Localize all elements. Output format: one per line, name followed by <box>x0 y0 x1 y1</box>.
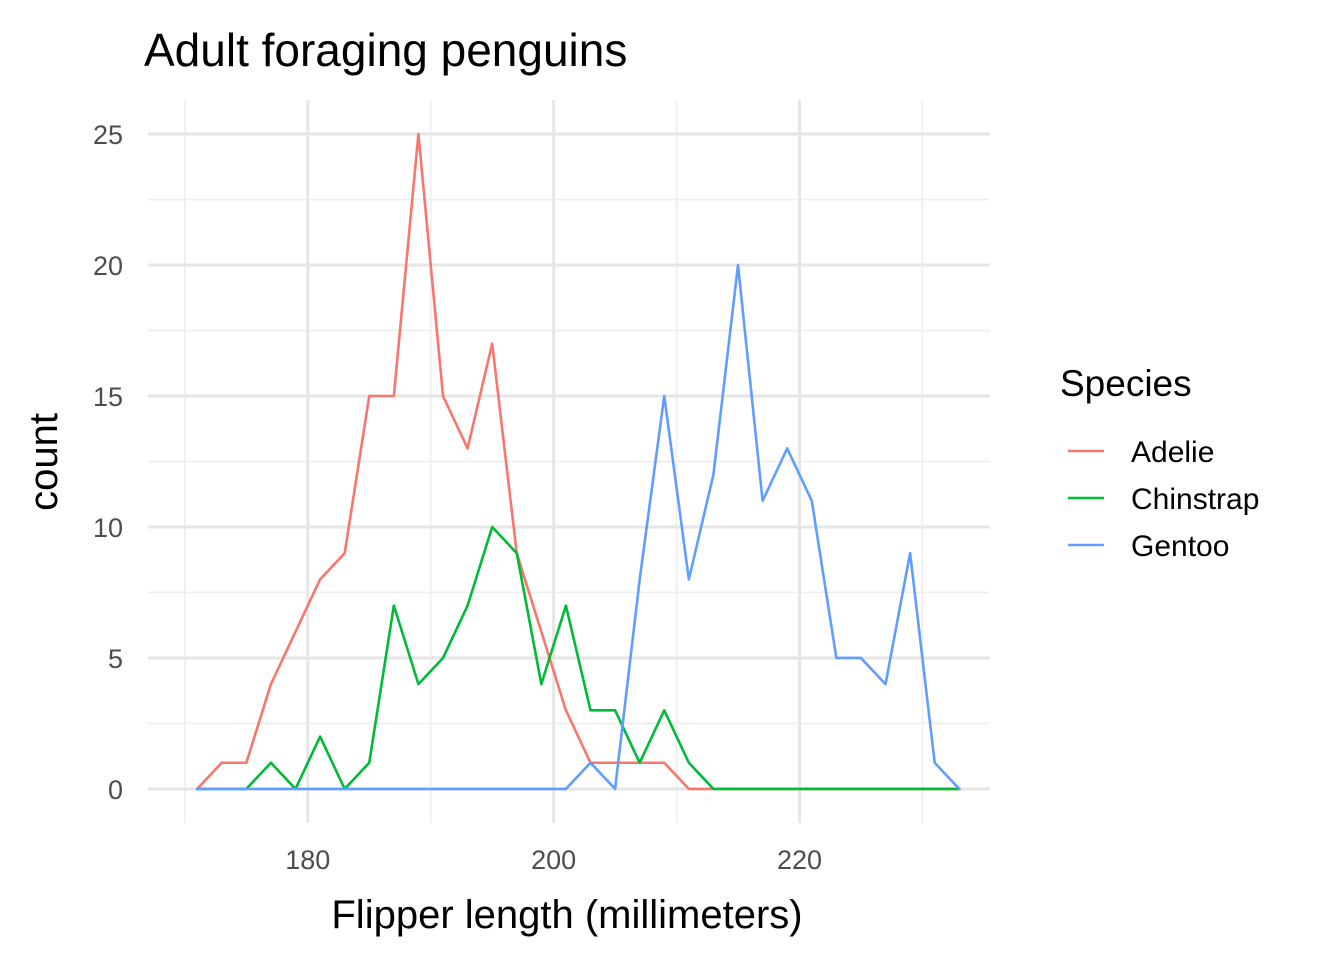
legend-item-chinstrap: Chinstrap <box>1068 483 1259 516</box>
legend-title: Species <box>1060 363 1192 404</box>
legend-label: Adelie <box>1131 436 1214 469</box>
series-line-gentoo <box>195 263 961 791</box>
legend-item-adelie: Adelie <box>1068 436 1214 469</box>
grid <box>148 100 990 823</box>
y-tick-label: 10 <box>93 513 123 543</box>
x-axis-ticks: 180 200 220 <box>285 845 822 875</box>
chart-title: Adult foraging penguins <box>144 24 627 76</box>
legend-label: Chinstrap <box>1131 483 1259 516</box>
x-tick-label: 220 <box>777 845 822 875</box>
x-tick-label: 200 <box>531 845 576 875</box>
series-line-chinstrap <box>195 525 961 791</box>
legend-item-gentoo: Gentoo <box>1068 530 1229 563</box>
legend-label: Gentoo <box>1131 530 1229 563</box>
y-axis-title: count <box>22 413 66 511</box>
series-lines <box>195 132 961 791</box>
y-tick-label: 15 <box>93 382 123 412</box>
x-tick-label: 180 <box>285 845 330 875</box>
y-axis-ticks: 0 5 10 15 20 25 <box>93 120 123 805</box>
y-tick-label: 25 <box>93 120 123 150</box>
y-tick-label: 20 <box>93 251 123 281</box>
x-axis-title: Flipper length (millimeters) <box>331 893 802 937</box>
y-tick-label: 0 <box>108 775 123 805</box>
y-tick-label: 5 <box>108 644 123 674</box>
legend: Species Adelie Chinstrap Gentoo <box>1060 363 1259 563</box>
